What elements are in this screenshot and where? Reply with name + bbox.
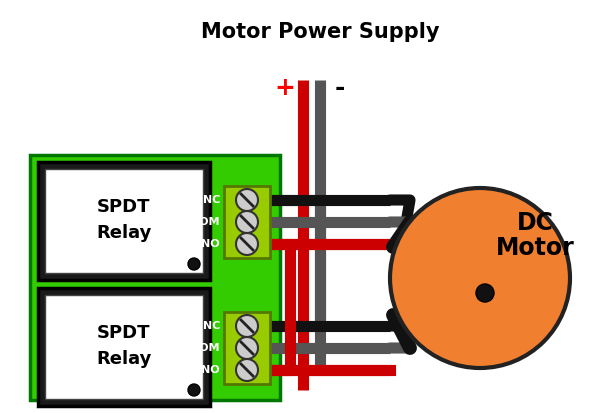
Bar [224, 186, 270, 258]
Circle shape [236, 359, 258, 381]
Circle shape [236, 189, 258, 211]
Text: COM: COM [192, 343, 220, 353]
Bar [45, 169, 203, 273]
Text: NC: NC [202, 195, 220, 205]
Text: Relay: Relay [96, 224, 152, 242]
Text: NC: NC [202, 321, 220, 331]
Bar [38, 162, 210, 280]
Circle shape [236, 337, 258, 359]
Text: Relay: Relay [96, 350, 152, 368]
Circle shape [390, 188, 570, 368]
Bar [45, 295, 203, 399]
Text: Motor Power Supply: Motor Power Supply [201, 22, 439, 42]
Circle shape [188, 384, 200, 396]
Circle shape [236, 315, 258, 337]
Circle shape [188, 258, 200, 270]
Text: Motor: Motor [496, 236, 575, 260]
Bar [224, 312, 270, 384]
Bar [30, 155, 280, 400]
Text: DC: DC [517, 211, 553, 235]
Text: SPDT: SPDT [97, 324, 151, 342]
Circle shape [236, 233, 258, 255]
Circle shape [476, 284, 494, 302]
Text: COM: COM [192, 217, 220, 227]
Text: NO: NO [201, 239, 220, 249]
Text: -: - [335, 76, 345, 100]
Text: SPDT: SPDT [97, 198, 151, 216]
Text: NO: NO [201, 365, 220, 375]
Circle shape [236, 211, 258, 233]
Bar [38, 288, 210, 406]
Text: +: + [274, 76, 296, 100]
